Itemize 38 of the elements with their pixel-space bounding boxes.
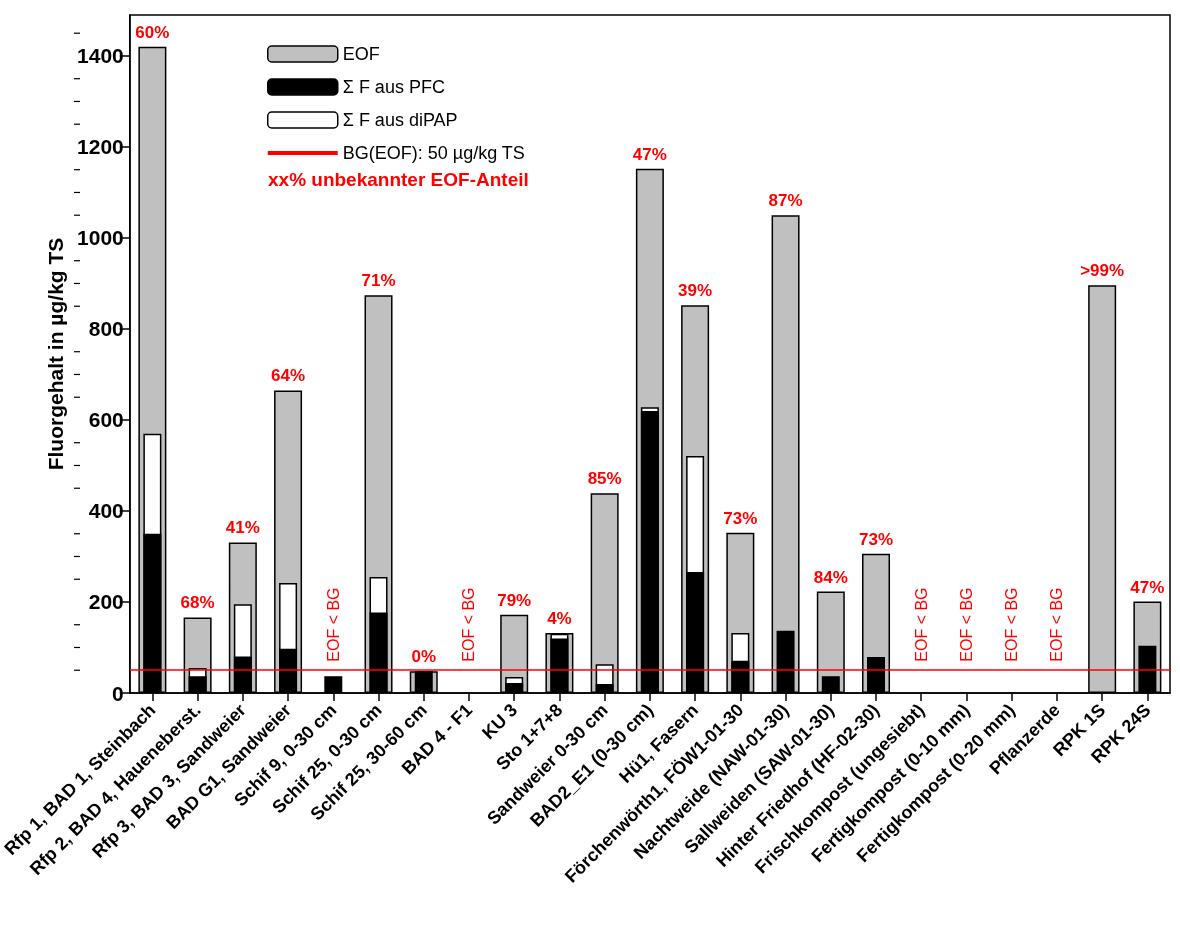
annotation: 39% [678, 281, 713, 301]
annotation: EOF < BG [460, 587, 478, 662]
y-tick-label: 0 [112, 681, 124, 705]
legend-label: EOF [342, 44, 380, 64]
annotation: 4% [547, 608, 572, 628]
annotation: 0% [411, 647, 437, 667]
annotation: EOF < BG [324, 587, 342, 662]
y-tick-label: 800 [88, 317, 124, 341]
annotation: 71% [361, 271, 396, 291]
y-tick-label: 600 [88, 408, 124, 432]
y-axis-title: Fluorgehalt in µg/kg TS [44, 237, 68, 471]
y-tick-label: 400 [88, 499, 124, 523]
annotation: 73% [723, 508, 758, 528]
annotation: 60% [135, 22, 170, 42]
annotation: 47% [632, 144, 667, 164]
y-tick-label: 1200 [77, 135, 124, 159]
annotation: 84% [813, 567, 848, 587]
legend-label: BG(EOF): 50 µg/kg TS [342, 143, 525, 163]
annotation: EOF < BG [1048, 587, 1066, 662]
legend-label: Σ F aus diPAP [342, 110, 458, 130]
annotation: 68% [180, 593, 215, 613]
legend-label: Σ F aus PFC [342, 77, 445, 97]
annotation: 64% [271, 366, 306, 386]
annotation: >99% [1080, 261, 1125, 281]
annotation: 79% [497, 590, 532, 610]
annotation: 73% [859, 529, 894, 549]
annotation: 41% [225, 518, 260, 538]
annotation: 87% [768, 191, 803, 211]
y-tick-label: 200 [88, 590, 124, 614]
annotation: EOF < BG [912, 587, 930, 662]
y-tick-label: 1000 [77, 226, 124, 250]
y-tick-label: 1400 [77, 44, 124, 68]
x-tick-label: KU 3 [478, 699, 522, 744]
annotation: xx% unbekannter EOF-Anteil [268, 169, 529, 190]
annotation: 47% [1130, 577, 1165, 597]
annotation: EOF < BG [957, 587, 975, 662]
annotation: 85% [587, 469, 622, 489]
annotation: EOF < BG [1003, 587, 1021, 662]
